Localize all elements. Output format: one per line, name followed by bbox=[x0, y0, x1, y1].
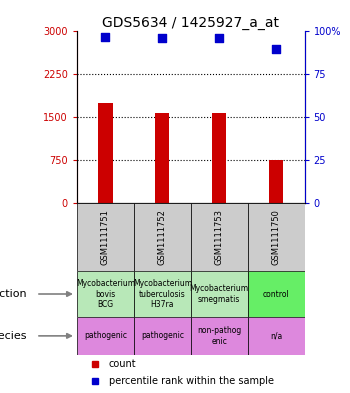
Text: GSM1111752: GSM1111752 bbox=[158, 209, 167, 265]
Text: Mycobacterium
tuberculosis
H37ra: Mycobacterium tuberculosis H37ra bbox=[133, 279, 192, 309]
Bar bbox=[248, 317, 304, 355]
Text: pathogenic: pathogenic bbox=[141, 331, 184, 340]
Text: control: control bbox=[263, 290, 289, 299]
Bar bbox=[134, 317, 191, 355]
Text: GSM1111750: GSM1111750 bbox=[272, 209, 281, 265]
Bar bbox=[248, 272, 304, 317]
Point bbox=[160, 35, 165, 42]
Bar bbox=[98, 103, 113, 204]
Bar bbox=[77, 272, 134, 317]
Bar bbox=[212, 114, 226, 204]
Point bbox=[273, 46, 279, 52]
Bar bbox=[269, 160, 283, 204]
Title: GDS5634 / 1425927_a_at: GDS5634 / 1425927_a_at bbox=[102, 17, 279, 30]
Text: count: count bbox=[109, 358, 136, 369]
Text: percentile rank within the sample: percentile rank within the sample bbox=[109, 376, 274, 386]
Text: pathogenic: pathogenic bbox=[84, 331, 127, 340]
Bar bbox=[134, 272, 191, 317]
Bar bbox=[155, 114, 169, 204]
Text: non-pathog
enic: non-pathog enic bbox=[197, 326, 241, 345]
Bar bbox=[134, 204, 191, 272]
Text: species: species bbox=[0, 331, 27, 341]
Bar bbox=[77, 317, 134, 355]
Point bbox=[216, 35, 222, 42]
Bar bbox=[191, 272, 248, 317]
Text: GSM1111751: GSM1111751 bbox=[101, 209, 110, 265]
Bar bbox=[191, 317, 248, 355]
Text: Mycobacterium
smegmatis: Mycobacterium smegmatis bbox=[190, 284, 249, 304]
Text: infection: infection bbox=[0, 289, 27, 299]
Text: n/a: n/a bbox=[270, 331, 282, 340]
Bar bbox=[248, 204, 304, 272]
Text: Mycobacterium
bovis
BCG: Mycobacterium bovis BCG bbox=[76, 279, 135, 309]
Bar bbox=[77, 204, 134, 272]
Point bbox=[103, 33, 108, 40]
Bar bbox=[191, 204, 248, 272]
Text: GSM1111753: GSM1111753 bbox=[215, 209, 224, 265]
